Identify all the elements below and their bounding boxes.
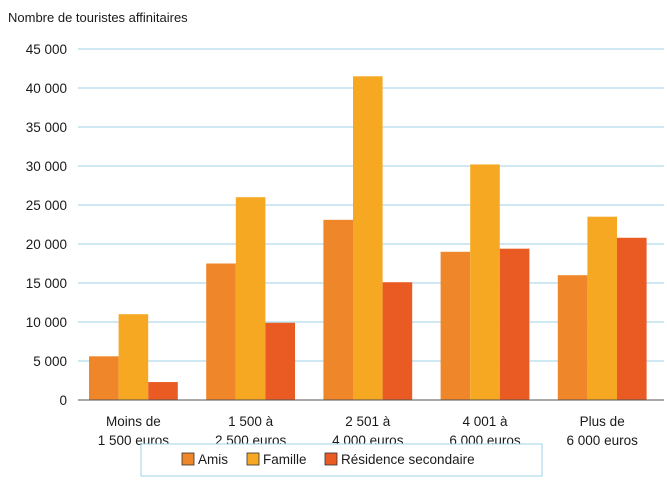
legend-label: Amis bbox=[198, 452, 228, 467]
y-tick-label: 15 000 bbox=[26, 276, 67, 291]
legend-box bbox=[140, 443, 543, 477]
bar bbox=[499, 248, 530, 400]
bar bbox=[470, 164, 500, 400]
bar bbox=[382, 282, 413, 400]
legend-label: Famille bbox=[263, 452, 307, 467]
y-tick-label: 5 000 bbox=[33, 354, 67, 369]
bar bbox=[235, 197, 266, 400]
y-tick-label: 10 000 bbox=[26, 315, 67, 330]
y-tick-label: 45 000 bbox=[26, 42, 67, 57]
bar bbox=[265, 322, 295, 400]
bar bbox=[617, 237, 647, 400]
bar bbox=[148, 382, 178, 400]
legend: Amis Famille Résidence secondaire bbox=[140, 443, 543, 477]
y-tick-label: 0 bbox=[59, 393, 67, 408]
legend-swatch bbox=[246, 452, 260, 466]
bar bbox=[206, 263, 236, 400]
bar bbox=[89, 356, 119, 400]
bar bbox=[587, 216, 617, 400]
bar bbox=[440, 251, 471, 400]
y-axis-label: Nombre de touristes affinitaires bbox=[8, 10, 188, 25]
y-axis-ticks: 0 5 000 10 000 15 000 20 000 25 000 30 000 35 0… bbox=[26, 42, 67, 408]
x-category-label: Moins de 1 500 euros bbox=[98, 414, 170, 448]
bars bbox=[89, 76, 647, 401]
bar bbox=[557, 275, 588, 400]
legend-label: Résidence secondaire bbox=[341, 452, 475, 467]
y-tick-label: 30 000 bbox=[26, 159, 67, 174]
y-tick-label: 20 000 bbox=[26, 237, 67, 252]
bar bbox=[323, 219, 353, 400]
x-category-label: Plus de 6 000 euros bbox=[567, 414, 639, 448]
bar bbox=[118, 314, 149, 400]
y-tick-label: 40 000 bbox=[26, 81, 67, 96]
legend-swatch bbox=[324, 452, 338, 466]
y-tick-label: 25 000 bbox=[26, 198, 67, 213]
legend-swatch bbox=[181, 452, 195, 466]
bar bbox=[353, 76, 383, 401]
y-tick-label: 35 000 bbox=[26, 120, 67, 135]
